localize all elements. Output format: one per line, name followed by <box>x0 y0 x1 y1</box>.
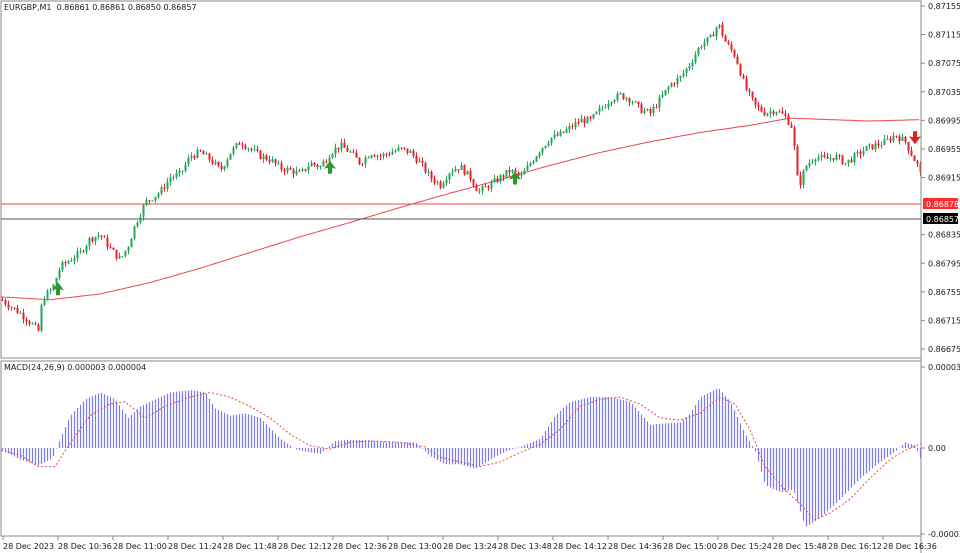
candlesticks <box>1 21 922 333</box>
level-price-text: 0.86878 <box>926 200 959 209</box>
sell-arrow-icon <box>909 131 921 145</box>
macd-header: MACD(24,26,9) 0.000003 0.000004 <box>4 363 147 372</box>
time-tick-label: 28 Dec 16:36 <box>883 542 937 551</box>
macd-histogram <box>1 388 922 527</box>
time-tick-label: 28 Dec 10:36 <box>58 542 112 551</box>
moving-average-line <box>0 117 920 301</box>
svg-text:0.86795: 0.86795 <box>928 259 960 268</box>
svg-text:0.86955: 0.86955 <box>928 145 960 154</box>
svg-text:0.87075: 0.87075 <box>928 59 960 68</box>
macd-signal-line <box>0 392 922 521</box>
svg-text:0.00: 0.00 <box>928 444 946 453</box>
svg-text:0.86715: 0.86715 <box>928 316 960 325</box>
price-pane[interactable] <box>0 0 922 359</box>
svg-text:-0.000037: -0.000037 <box>928 530 960 539</box>
price-axis[interactable]: 0.87155 0.87115 0.87075 0.87035 0.86995 0.869… <box>920 1 960 553</box>
time-tick-label: 28 Dec 13:00 <box>388 542 442 551</box>
symbol-header: EURGBP,M1 0.86861 0.86861 0.86850 0.8685… <box>4 3 197 12</box>
time-tick-label: 28 Dec 15:00 <box>663 542 717 551</box>
time-tick-label: 28 Dec 15:24 <box>718 542 772 551</box>
buy-arrow-icon <box>324 160 336 174</box>
time-tick-label: 28 Dec 12:12 <box>278 542 332 551</box>
svg-text:0.86835: 0.86835 <box>928 231 960 240</box>
time-tick-label: 28 Dec 11:48 <box>223 542 277 551</box>
level-price-label <box>923 198 958 209</box>
bid-price-label <box>923 213 958 224</box>
svg-text:0.86675: 0.86675 <box>928 345 960 354</box>
time-tick-label: 28 Dec 15:48 <box>773 542 827 551</box>
time-tick-label: 28 Dec 13:24 <box>443 542 497 551</box>
svg-text:0.86995: 0.86995 <box>928 116 960 125</box>
time-tick-label: 28 Dec 13:48 <box>498 542 552 551</box>
signal-arrows <box>52 131 921 296</box>
price-pane-border <box>0 0 922 359</box>
time-tick-label: 28 Dec 14:36 <box>608 542 662 551</box>
svg-text:0.86915: 0.86915 <box>928 174 960 183</box>
time-tick-label: 28 Dec 11:00 <box>113 542 167 551</box>
time-tick-label: 28 Dec 11:24 <box>168 542 222 551</box>
svg-text:0.87035: 0.87035 <box>928 88 960 97</box>
time-tick-label: 28 Dec 16:12 <box>828 542 882 551</box>
svg-text:0.86755: 0.86755 <box>928 288 960 297</box>
macd-axis-ticks: 0.000035 0.00 -0.000037 <box>921 363 960 539</box>
buy-arrow-icon <box>509 171 521 185</box>
macd-pane[interactable]: 0.000035 0.00 -0.000037 <box>0 360 960 539</box>
svg-text:0.87155: 0.87155 <box>928 2 960 11</box>
svg-text:0.87115: 0.87115 <box>928 31 960 40</box>
time-axis[interactable]: 28 Dec 2023 28 Dec 10:36 28 Dec 11:00 28 De… <box>2 536 937 551</box>
time-tick-label: 28 Dec 2023 <box>3 542 54 551</box>
time-tick-label: 28 Dec 12:36 <box>333 542 387 551</box>
price-axis-ticks: 0.87155 0.87115 0.87075 0.87035 0.86995 0.869… <box>921 2 960 354</box>
time-tick-label: 28 Dec 14:12 <box>553 542 607 551</box>
svg-text:0.000035: 0.000035 <box>928 363 960 372</box>
buy-arrow-icon <box>52 282 64 296</box>
bid-price-text: 0.86857 <box>926 215 959 224</box>
